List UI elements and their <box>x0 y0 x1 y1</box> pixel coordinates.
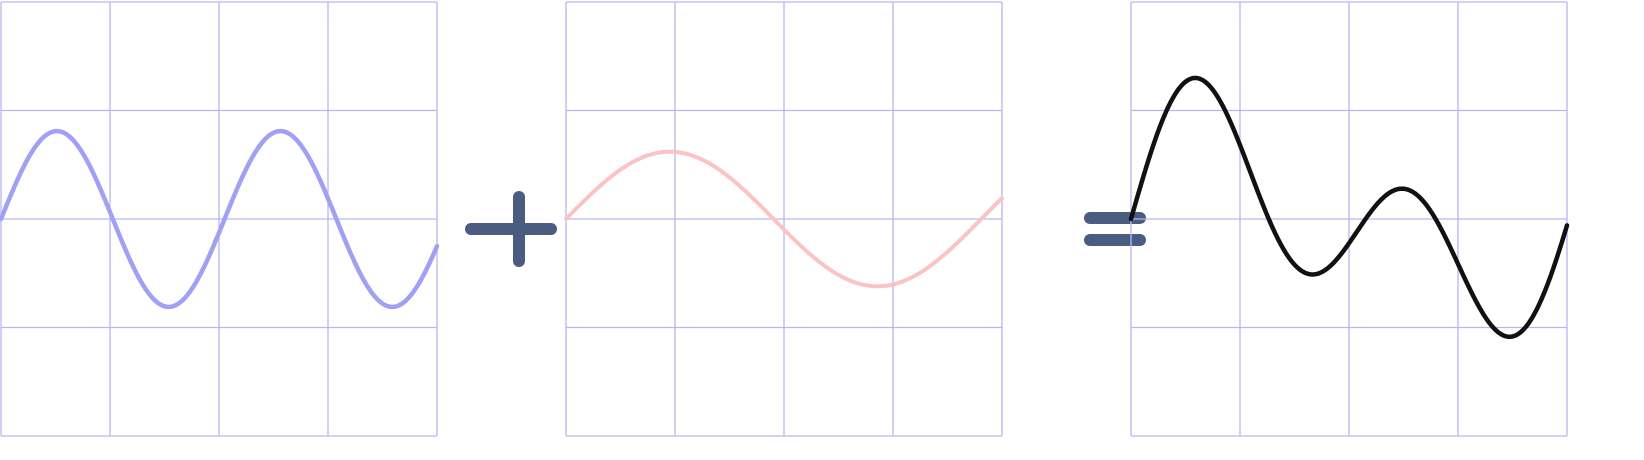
plus-operator-icon <box>465 191 557 267</box>
equals-operator-icon <box>1084 212 1146 246</box>
panel-wave-sum <box>1128 1 1570 437</box>
wave-curve-wave-b <box>564 149 1004 289</box>
wave-curve-wave-a <box>0 128 440 310</box>
panel-wave-a <box>0 1 440 437</box>
panel-wave-b <box>564 1 1004 437</box>
wave-curve-wave-sum <box>1128 75 1570 340</box>
